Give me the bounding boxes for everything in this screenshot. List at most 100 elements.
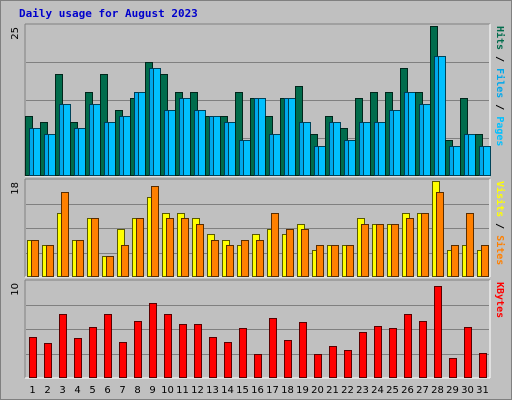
legend-hits: Hits xyxy=(494,26,506,50)
bar-kbytes-day-15 xyxy=(239,328,247,378)
bar-sites-day-28 xyxy=(436,192,444,277)
bar-kbytes-day-11 xyxy=(179,324,187,378)
legend-sites: Sites xyxy=(494,235,506,265)
chart-panels: 25 Hits / Files / Pages 18 Visits / Sites 10… xyxy=(10,23,506,379)
bar-sites-day-11 xyxy=(181,218,189,277)
x-tick-day-18: 18 xyxy=(281,385,294,396)
bar-pages-day-21 xyxy=(333,122,341,176)
bar-pages-day-12 xyxy=(198,110,206,176)
right-axis-label: Visits / Sites xyxy=(494,181,506,265)
bar-kbytes-day-10 xyxy=(164,314,172,378)
bar-sites-day-5 xyxy=(91,218,99,277)
bar-sites-day-13 xyxy=(211,240,219,277)
bar-sites-day-19 xyxy=(301,229,309,277)
bar-pages-day-20 xyxy=(318,146,326,176)
bar-pages-day-24 xyxy=(378,122,386,176)
bar-pages-day-29 xyxy=(453,146,461,176)
x-tick-day-13: 13 xyxy=(206,385,219,396)
right-axis-label: Hits / Files / Pages xyxy=(494,26,506,146)
bar-kbytes-day-6 xyxy=(104,314,112,378)
bar-kbytes-day-28 xyxy=(434,286,442,378)
x-tick-day-2: 2 xyxy=(44,385,50,396)
bar-kbytes-day-18 xyxy=(284,340,292,378)
x-tick-day-7: 7 xyxy=(119,385,125,396)
bar-sites-day-3 xyxy=(61,192,69,277)
bar-sites-day-29 xyxy=(451,245,459,277)
bar-kbytes-day-8 xyxy=(134,321,142,378)
bar-kbytes-day-30 xyxy=(464,327,472,378)
x-tick-day-3: 3 xyxy=(59,385,65,396)
legend-separator: / xyxy=(494,98,505,116)
bar-pages-day-2 xyxy=(48,134,56,176)
bar-pages-day-27 xyxy=(423,104,431,176)
legend-kbytes: KBytes xyxy=(494,282,505,318)
x-tick-day-16: 16 xyxy=(251,385,264,396)
x-tick-day-17: 17 xyxy=(266,385,279,396)
bar-sites-day-22 xyxy=(346,245,354,277)
bar-sites-day-23 xyxy=(361,224,369,277)
x-tick-day-21: 21 xyxy=(326,385,339,396)
x-tick-day-14: 14 xyxy=(221,385,234,396)
bar-pages-day-11 xyxy=(183,98,191,176)
bar-sites-day-6 xyxy=(106,256,114,277)
bar-kbytes-day-22 xyxy=(344,350,352,378)
bar-kbytes-day-25 xyxy=(389,328,397,378)
bar-sites-day-15 xyxy=(241,240,249,277)
x-tick-day-8: 8 xyxy=(134,385,140,396)
bar-pages-day-8 xyxy=(138,92,146,176)
bar-kbytes-day-31 xyxy=(479,353,487,378)
bar-sites-day-1 xyxy=(31,240,39,277)
x-tick-day-12: 12 xyxy=(191,385,204,396)
bar-sites-day-4 xyxy=(76,240,84,277)
y-max-label: 25 xyxy=(10,27,21,40)
x-axis-day-labels: 1 2 3 4 5 6 7 8 9 10 11 12 13 14 15 16 17 18 19 20 21 22 23 24 2… xyxy=(29,385,489,396)
bar-sites-day-31 xyxy=(481,245,489,277)
bar-sites-day-12 xyxy=(196,224,204,277)
bar-kbytes-day-5 xyxy=(89,327,97,378)
x-tick-day-22: 22 xyxy=(341,385,354,396)
bar-kbytes-day-21 xyxy=(329,346,337,378)
legend-pages: Pages xyxy=(494,116,505,146)
bar-pages-day-3 xyxy=(63,104,71,176)
legend-separator: / xyxy=(494,217,505,235)
bar-pages-day-1 xyxy=(33,128,41,176)
bar-pages-day-4 xyxy=(78,128,86,176)
bar-sites-day-30 xyxy=(466,213,474,277)
bar-pages-day-14 xyxy=(228,122,236,176)
bar-kbytes-day-12 xyxy=(194,324,202,378)
bar-kbytes-day-16 xyxy=(254,354,262,378)
bar-pages-day-15 xyxy=(243,140,251,176)
bar-pages-day-19 xyxy=(303,122,311,176)
bar-pages-day-17 xyxy=(273,134,281,176)
x-tick-day-28: 28 xyxy=(431,385,444,396)
bar-sites-day-9 xyxy=(151,186,159,277)
x-tick-day-19: 19 xyxy=(296,385,309,396)
x-tick-day-4: 4 xyxy=(74,385,80,396)
x-tick-day-26: 26 xyxy=(401,385,414,396)
bar-pages-day-22 xyxy=(348,140,356,176)
x-tick-day-30: 30 xyxy=(461,385,474,396)
bar-sites-day-18 xyxy=(286,229,294,277)
bar-pages-day-26 xyxy=(408,92,416,176)
x-tick-day-27: 27 xyxy=(416,385,429,396)
bar-kbytes-day-7 xyxy=(119,342,127,378)
bar-sites-day-8 xyxy=(136,218,144,277)
bar-pages-day-30 xyxy=(468,134,476,176)
bar-pages-day-7 xyxy=(123,116,131,176)
right-axis-label: KBytes xyxy=(494,282,505,318)
panel-middle: 18 Visits / Sites xyxy=(10,178,506,278)
bar-kbytes-day-24 xyxy=(374,326,382,378)
x-tick-day-20: 20 xyxy=(311,385,324,396)
x-tick-day-11: 11 xyxy=(176,385,189,396)
bar-sites-day-27 xyxy=(421,213,429,277)
bar-sites-day-7 xyxy=(121,245,129,277)
x-tick-day-29: 29 xyxy=(446,385,459,396)
bar-kbytes-day-17 xyxy=(269,318,277,378)
x-tick-day-6: 6 xyxy=(104,385,110,396)
panel-bottom: 10 KBytes xyxy=(10,279,505,379)
bar-sites-day-20 xyxy=(316,245,324,277)
bar-pages-day-10 xyxy=(168,110,176,176)
panel-top: 25 Hits / Files / Pages xyxy=(10,23,506,177)
legend-visits: Visits xyxy=(494,181,506,217)
